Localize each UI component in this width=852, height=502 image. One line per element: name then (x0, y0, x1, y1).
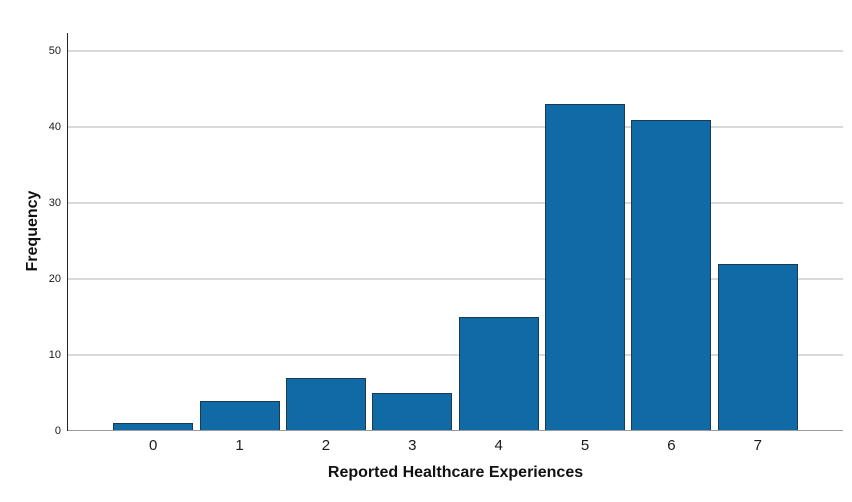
bar-2 (285, 377, 366, 431)
y-tick-label: 50 (48, 45, 61, 58)
y-tick-label: 40 (48, 121, 61, 134)
bar-4 (458, 317, 539, 431)
x-tick-label: 5 (580, 437, 590, 454)
bar-7 (717, 263, 798, 431)
x-tick-label: 1 (235, 437, 244, 454)
bar-3 (372, 393, 453, 431)
y-axis-line (66, 33, 68, 431)
x-axis-line (68, 429, 843, 431)
y-tick-label: 20 (48, 273, 61, 286)
y-axis-title: Frequency (24, 190, 41, 272)
plot-area (68, 33, 843, 431)
y-tick-label: 30 (48, 197, 61, 210)
x-tick-label: 2 (321, 437, 331, 454)
y-tick-label: 0 (54, 425, 61, 437)
y-tick-label: 10 (48, 349, 61, 362)
x-tick-label: 6 (667, 437, 676, 454)
x-tick-label: 0 (149, 437, 158, 454)
gridline-y-50 (68, 50, 843, 52)
x-tick-label: 3 (408, 437, 417, 454)
x-tick-label: 7 (753, 437, 762, 454)
bar-5 (545, 104, 626, 431)
gridline-y-30 (68, 202, 843, 204)
gridline-y-20 (68, 278, 843, 280)
gridline-y-40 (68, 126, 843, 128)
x-tick-label: 4 (494, 437, 503, 454)
bar-6 (631, 119, 712, 431)
bar-1 (199, 400, 280, 431)
x-axis-title: Reported Healthcare Experiences (327, 464, 584, 481)
gridline-y-10 (68, 354, 843, 356)
